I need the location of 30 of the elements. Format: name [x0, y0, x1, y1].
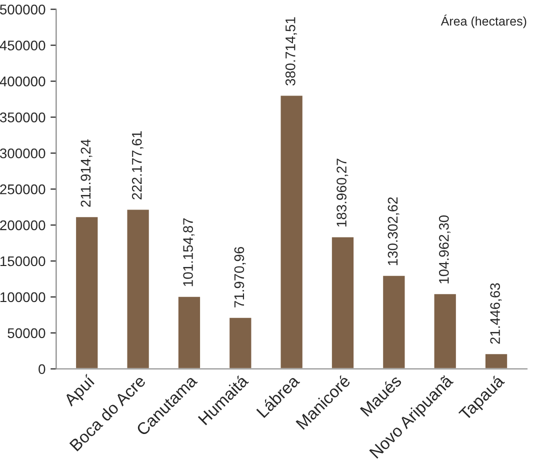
data-label: 71.970,96 [234, 246, 246, 308]
bar [177, 295, 202, 369]
data-label: 211.914,24 [80, 139, 92, 207]
bar [382, 274, 406, 369]
data-label: 104.962,30 [438, 215, 450, 284]
bar [484, 352, 508, 369]
y-tick-label: 100000 [0, 292, 46, 302]
y-tick-label: 250000 [0, 184, 46, 194]
y-tick-label: 150000 [0, 256, 46, 266]
y-axis-title: Área (hectares) [440, 14, 526, 28]
data-label: 380.714,51 [285, 17, 297, 86]
bar [432, 292, 458, 369]
bar [330, 236, 355, 369]
bar [279, 94, 304, 369]
data-label: 222.177,61 [132, 131, 144, 200]
data-label: 130.302,62 [388, 197, 400, 266]
data-label: 183.960,27 [336, 158, 348, 227]
y-tick-label: 200000 [0, 220, 46, 230]
bar [74, 216, 100, 369]
y-tick-label: 300000 [0, 148, 46, 158]
y-tick-label: 0 [38, 364, 46, 374]
data-label: 101.154,87 [183, 218, 195, 286]
y-tick-label: 400000 [0, 76, 46, 86]
y-tick-label: 50000 [8, 328, 46, 338]
y-tick-label: 350000 [0, 112, 46, 122]
y-tick-label: 500000 [0, 4, 46, 14]
bar [228, 316, 253, 369]
bar [126, 208, 150, 369]
data-label: 21.446,63 [490, 283, 502, 344]
y-tick-label: 450000 [0, 40, 46, 50]
